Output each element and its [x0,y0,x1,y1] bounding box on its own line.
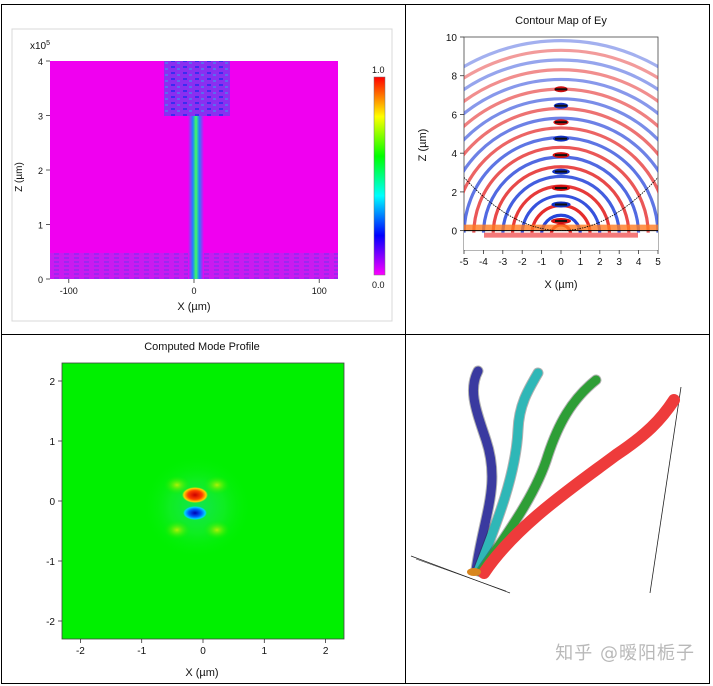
x-tick-label: 4 [636,257,642,268]
y-tick-label: 0 [451,227,457,238]
y-tick-label: 0 [38,275,43,285]
wavefront-ring [464,116,658,174]
y-tick-label: 1 [38,221,43,231]
guided-beam [188,116,204,279]
waveguide-3d-render [410,365,682,594]
waveguide-tube [473,368,543,576]
chart-title: Contour Map of Ey [515,15,607,27]
watermark: 知乎 @暧阳栀子 [555,643,695,664]
wavefront-ring [464,126,658,195]
mode-peak-negative [183,506,207,520]
y-tick-label: 2 [38,166,43,176]
mode-profile-chart: Computed Mode Profile -2 -1 0 1 2 -2 -1 0 1 2 X (… [46,341,345,679]
x-axis-label: X (µm) [185,667,218,679]
x-tick-label: -1 [137,646,146,657]
colorbar-min-label: 0.0 [372,280,385,290]
wavefront-ring [464,39,658,69]
x-tick-label: -2 [76,646,85,657]
chart-title: Computed Mode Profile [144,341,260,353]
output-region [164,61,230,116]
waveguide-3d-panel: 知乎 @暧阳栀子 [405,334,710,684]
base-plane-edge [410,555,511,594]
wavefront-ring [464,58,658,92]
y-tick-label: 4 [38,57,43,67]
x-tick-label: -1 [537,257,546,268]
colorbar [373,76,386,276]
x-axis-label: X (µm) [544,279,577,291]
field-rings [464,39,658,250]
frame-edge [649,386,682,594]
y-tick-label: 8 [451,72,457,83]
x-tick-label: 2 [323,646,329,657]
y-tick-label: 6 [451,110,457,121]
x-tick-label: 1 [578,257,584,268]
x-tick-label: 0 [200,646,206,657]
wavefront-ring [464,97,658,142]
x-tick-label: 3 [616,257,622,268]
y-tick-label: 4 [451,149,457,160]
x-tick-label: -2 [518,257,527,268]
waveguide-tubes [467,365,680,579]
y-tick-label: 3 [38,112,43,122]
colorbar-max-label: 1.0 [372,65,385,75]
y-tick-label: 0 [49,497,55,508]
x-tick-label: -100 [60,286,78,296]
y-tick-label: -1 [46,557,55,568]
x-tick-label: 0 [191,286,196,296]
x-tick-label: 5 [655,257,661,268]
x-tick-label: 0 [558,257,564,268]
waveguide-tube [468,366,497,575]
x-tick-label: -4 [479,257,488,268]
interface-field [464,224,658,231]
svg-text:x105: x105 [30,40,50,52]
y-tick-label: 2 [451,188,457,199]
contour-chart: Contour Map of Ey -5 -4 -3 -2 -1 0 1 2 3 4 5 0 2 4 6 8 1… [417,15,661,291]
mode-profile-panel: Computed Mode Profile -2 -1 0 1 2 -2 -1 0 1 2 X (… [1,334,406,684]
beam-propagation-panel: -100 0 100 0 1 2 3 4 x105 X (µm) Z (µm) 1.0 0.0 [1,4,406,335]
x-axis-label: X (µm) [177,301,210,313]
wavefront-ring [464,68,658,104]
mirror-boundary [464,177,658,232]
y-tick-label: 2 [49,377,55,388]
input-port [467,568,481,576]
y-tick-label: 10 [446,33,458,44]
contour-map-panel: Contour Map of Ey -5 -4 -3 -2 -1 0 1 2 3 4 5 0 2 4 6 8 1… [405,4,710,335]
mode-peak-positive [182,487,208,503]
waveguide-tube [478,394,680,579]
y-tick-label: -2 [46,617,55,628]
y-axis-label: Z (µm) [417,129,429,162]
x-tick-label: -3 [498,257,507,268]
x-tick-label: 2 [597,257,603,268]
y-tick-label: 1 [49,437,55,448]
wavefront-ring [464,48,658,80]
wavefront-ring [464,77,658,116]
propagation-chart: -100 0 100 0 1 2 3 4 x105 X (µm) Z (µm) 1.0 0.0 [11,28,393,322]
x-tick-label: 1 [262,646,268,657]
y-axis-label: Z (µm) [14,162,25,192]
x-tick-label: -5 [460,257,469,268]
x-tick-label: 100 [312,286,327,296]
